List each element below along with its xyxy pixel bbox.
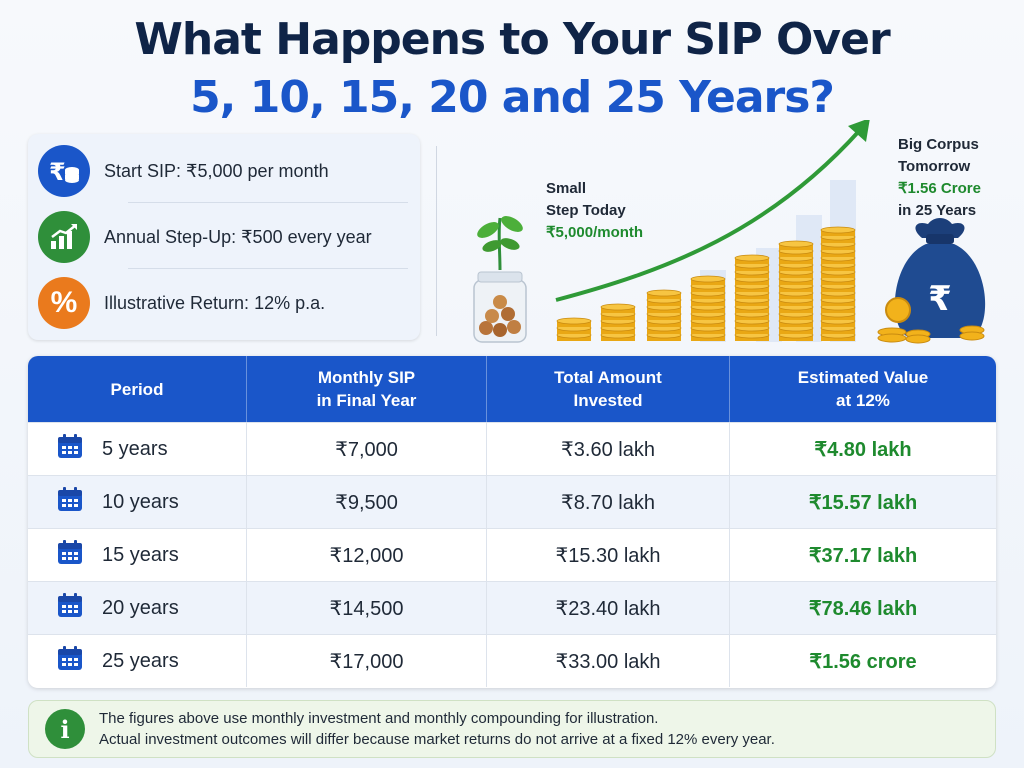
assumption-value: ₹5,000 per month <box>186 160 329 181</box>
disclaimer-note: i The figures above use monthly investme… <box>28 700 996 758</box>
table-row: 15 years ₹12,000 ₹15.30 lakh ₹37.17 lakh <box>28 528 996 581</box>
growth-arrow-icon <box>555 120 870 302</box>
invested-cell: ₹15.30 lakh <box>487 529 730 581</box>
assumptions-card: ₹ Start SIP: ₹5,000 per month Annual Ste… <box>28 134 420 340</box>
estimated-value-cell: ₹78.46 lakh <box>808 597 918 620</box>
invested-cell: ₹23.40 lakh <box>487 582 730 634</box>
monthly-sip-cell: ₹17,000 <box>247 635 487 687</box>
estimated-value-cell: ₹1.56 crore <box>809 650 917 673</box>
monthly-sip-cell: ₹12,000 <box>247 529 487 581</box>
column-header: Total Amount Invested <box>487 356 730 422</box>
divider <box>128 268 408 269</box>
period-cell: 20 years <box>28 582 247 634</box>
money-bag-icon: ₹ <box>877 218 986 344</box>
page-title: What Happens to Your SIP Over 5, 10, 15,… <box>0 10 1024 126</box>
divider <box>436 146 437 336</box>
table-row: 10 years ₹9,500 ₹8.70 lakh ₹15.57 lakh <box>28 475 996 528</box>
assumption-label: Start SIP: <box>104 160 182 181</box>
divider <box>128 202 408 203</box>
assumption-start-sip: ₹ Start SIP: ₹5,000 per month <box>28 138 420 204</box>
sip-projection-table: Period Monthly SIP in Final Year Total Am… <box>28 356 996 688</box>
table-row: 20 years ₹14,500 ₹23.40 lakh ₹78.46 lakh <box>28 581 996 634</box>
calendar-icon <box>56 538 84 572</box>
table-row: 5 years ₹7,000 ₹3.60 lakh ₹4.80 lakh <box>28 422 996 475</box>
monthly-sip-cell: ₹14,500 <box>247 582 487 634</box>
column-header: Estimated Value at 12% <box>797 368 929 410</box>
column-header: Period <box>28 356 247 422</box>
info-icon: i <box>45 709 85 749</box>
invested-cell: ₹33.00 lakh <box>487 635 730 687</box>
big-corpus-label: Big Corpus Tomorrow ₹1.56 Crore in 25 Ye… <box>898 136 981 219</box>
period-cell: 10 years <box>28 476 247 528</box>
plant-jar-icon <box>473 216 527 343</box>
estimated-value-cell: ₹4.80 lakh <box>814 438 912 461</box>
title-line-2: 5, 10, 15, 20 and 25 Years? <box>190 72 835 123</box>
invested-cell: ₹3.60 lakh <box>487 423 730 475</box>
column-header: Monthly SIP in Final Year <box>247 356 487 422</box>
assumption-value: 12% p.a. <box>254 292 326 313</box>
period-cell: 5 years <box>28 423 247 475</box>
coin-stacks-icon <box>556 226 856 341</box>
monthly-sip-cell: ₹9,500 <box>247 476 487 528</box>
table-row: 25 years ₹17,000 ₹33.00 lakh ₹1.56 crore <box>28 634 996 687</box>
note-line-1: The figures above use monthly investment… <box>99 710 659 727</box>
table-header: Period Monthly SIP in Final Year Total Am… <box>28 356 996 422</box>
invested-cell: ₹8.70 lakh <box>487 476 730 528</box>
period-cell: 25 years <box>28 635 247 687</box>
svg-text:₹: ₹ <box>928 279 952 319</box>
calendar-icon <box>56 432 84 466</box>
note-line-2: Actual investment outcomes will differ b… <box>99 731 775 748</box>
growth-illustration: ₹ Small Step Today ₹5,000/month Big Corp… <box>440 120 1024 350</box>
assumption-label: Illustrative Return: <box>104 292 250 313</box>
calendar-icon <box>56 591 84 625</box>
svg-text:₹: ₹ <box>49 158 66 186</box>
rupee-coins-icon: ₹ <box>38 145 90 197</box>
estimated-value-cell: ₹37.17 lakh <box>808 544 918 567</box>
monthly-sip-cell: ₹7,000 <box>247 423 487 475</box>
assumption-step-up: Annual Step-Up: ₹500 every year <box>28 204 420 270</box>
assumption-return: % Illustrative Return: 12% p.a. <box>28 270 420 336</box>
title-line-1: What Happens to Your SIP Over <box>134 14 890 65</box>
assumption-value: ₹500 every year <box>241 226 372 247</box>
calendar-icon <box>56 644 84 678</box>
calendar-icon <box>56 485 84 519</box>
growth-chart-icon <box>38 211 90 263</box>
assumption-label: Annual Step-Up: <box>104 226 237 247</box>
estimated-value-cell: ₹15.57 lakh <box>808 491 918 514</box>
period-cell: 15 years <box>28 529 247 581</box>
percent-icon: % <box>38 277 90 329</box>
small-step-label: Small Step Today ₹5,000/month <box>546 180 644 241</box>
